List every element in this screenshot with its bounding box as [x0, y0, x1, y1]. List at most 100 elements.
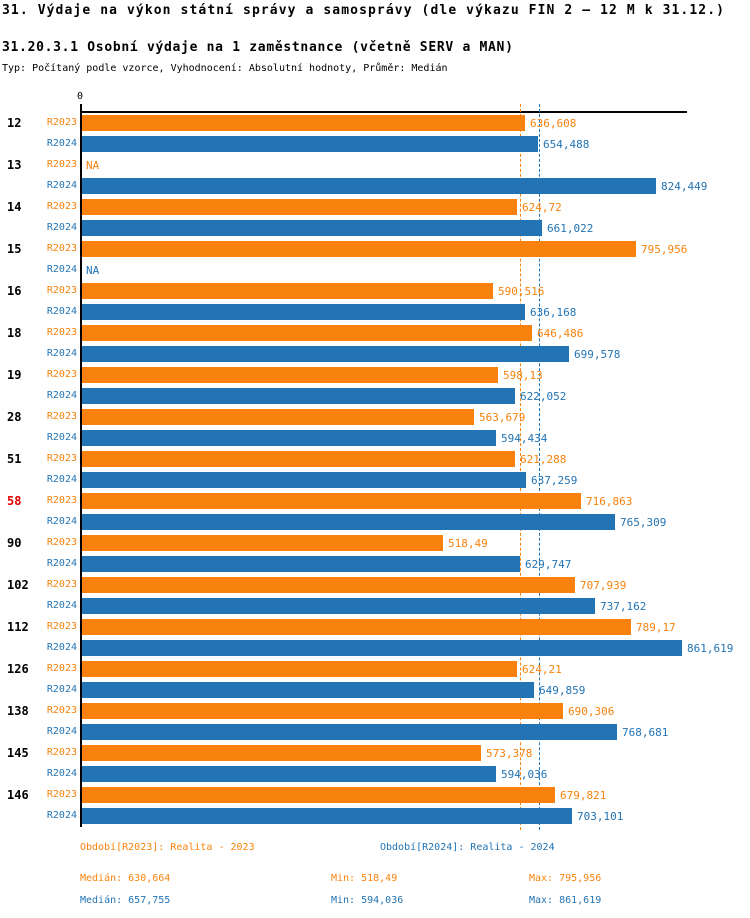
series-row-label-r2023-90: R2023 — [46, 537, 77, 548]
category-label-16: 16 — [7, 284, 22, 298]
bar-r2024-145 — [82, 766, 496, 782]
bar-value-label-r2023-112: 789,17 — [636, 621, 676, 634]
bar-r2024-18 — [82, 346, 569, 362]
series-row-label-r2023-138: R2023 — [46, 705, 77, 716]
bar-r2023-19 — [82, 367, 498, 383]
stat-r2023-max: Max: 795,956 — [529, 873, 602, 884]
bar-r2024-102 — [82, 598, 595, 614]
series-row-label-r2023-18: R2023 — [46, 327, 77, 338]
bar-r2023-12 — [82, 115, 525, 131]
bar-value-label-r2024-102: 737,162 — [600, 600, 647, 613]
bar-value-label-r2024-18: 699,578 — [574, 348, 621, 361]
bar-r2023-58 — [82, 493, 581, 509]
category-label-13: 13 — [7, 158, 22, 172]
series-row-label-r2023-58: R2023 — [46, 495, 77, 506]
category-label-14: 14 — [7, 200, 22, 214]
bar-r2024-16 — [82, 304, 525, 320]
series-row-label-r2024-112: R2024 — [46, 642, 77, 653]
bar-value-label-r2024-58: 765,309 — [620, 516, 667, 529]
stat-r2024-min: Min: 594,036 — [331, 895, 404, 906]
bar-r2023-112 — [82, 619, 631, 635]
bar-r2023-102 — [82, 577, 575, 593]
category-label-51: 51 — [7, 452, 22, 466]
bar-value-label-r2023-16: 590,516 — [498, 285, 545, 298]
bar-r2024-14 — [82, 220, 542, 236]
bar-value-label-r2023-12: 636,608 — [530, 117, 577, 130]
category-label-58: 58 — [7, 494, 22, 508]
series-row-label-r2023-12: R2023 — [46, 117, 77, 128]
bar-value-label-r2023-58: 716,863 — [586, 495, 633, 508]
series-row-label-r2023-126: R2023 — [46, 663, 77, 674]
series-row-label-r2024-14: R2024 — [46, 222, 77, 233]
bar-r2024-112 — [82, 640, 682, 656]
chart-title: 31.20.3.1 Osobní výdaje na 1 zaměstnance… — [2, 40, 514, 55]
bar-r2024-126 — [82, 682, 534, 698]
series-row-label-r2024-126: R2024 — [46, 684, 77, 695]
series-row-label-r2023-51: R2023 — [46, 453, 77, 464]
legend-r2023-period: Období[R2023]: Realita - 2023 — [80, 842, 255, 853]
series-row-label-r2023-15: R2023 — [46, 243, 77, 254]
legend-r2024-period: Období[R2024]: Realita - 2024 — [380, 842, 555, 853]
category-label-138: 138 — [7, 704, 29, 718]
bar-r2024-19 — [82, 388, 515, 404]
series-row-label-r2023-13: R2023 — [46, 159, 77, 170]
bar-r2023-14 — [82, 199, 517, 215]
bar-value-label-r2024-90: 629,747 — [525, 558, 572, 571]
series-row-label-r2023-14: R2023 — [46, 201, 77, 212]
bar-value-label-r2023-90: 518,49 — [448, 537, 488, 550]
bar-value-label-r2023-146: 679,821 — [560, 789, 607, 802]
bar-value-label-r2023-14: 624,72 — [522, 201, 562, 214]
series-row-label-r2024-51: R2024 — [46, 474, 77, 485]
bar-r2024-90 — [82, 556, 520, 572]
bar-r2024-13 — [82, 178, 656, 194]
series-row-label-r2024-145: R2024 — [46, 768, 77, 779]
bar-value-label-r2023-18: 646,486 — [537, 327, 584, 340]
median-line-r2023 — [520, 104, 521, 830]
x-axis-line — [80, 111, 687, 113]
series-row-label-r2024-19: R2024 — [46, 390, 77, 401]
bar-value-label-r2024-19: 622,052 — [520, 390, 567, 403]
bar-r2024-51 — [82, 472, 526, 488]
series-row-label-r2024-102: R2024 — [46, 600, 77, 611]
bar-value-label-r2024-138: 768,681 — [622, 726, 669, 739]
page-title: 31. Výdaje na výkon státní správy a samo… — [2, 3, 726, 18]
series-row-label-r2023-102: R2023 — [46, 579, 77, 590]
stat-r2024-median: Medián: 657,755 — [80, 895, 171, 906]
category-label-15: 15 — [7, 242, 22, 256]
bar-na-label-r2024-15: NA — [86, 264, 100, 277]
bar-value-label-r2024-126: 649,859 — [539, 684, 586, 697]
series-row-label-r2024-13: R2024 — [46, 180, 77, 191]
series-row-label-r2023-112: R2023 — [46, 621, 77, 632]
category-label-145: 145 — [7, 746, 29, 760]
category-label-146: 146 — [7, 788, 29, 802]
bar-value-label-r2024-13: 824,449 — [661, 180, 708, 193]
series-row-label-r2024-146: R2024 — [46, 810, 77, 821]
bar-r2023-18 — [82, 325, 532, 341]
bar-value-label-r2023-102: 707,939 — [580, 579, 627, 592]
bar-r2023-146 — [82, 787, 555, 803]
series-row-label-r2023-28: R2023 — [46, 411, 77, 422]
chart-meta-line: Typ: Počítaný podle vzorce, Vyhodnocení:… — [2, 63, 448, 74]
median-line-r2024 — [539, 104, 540, 830]
series-row-label-r2024-16: R2024 — [46, 306, 77, 317]
bar-value-label-r2023-15: 795,956 — [641, 243, 688, 256]
bar-r2024-138 — [82, 724, 617, 740]
category-label-28: 28 — [7, 410, 22, 424]
bar-r2024-12 — [82, 136, 538, 152]
bar-value-label-r2024-28: 594,434 — [501, 432, 548, 445]
x-axis-zero-label: 0 — [77, 91, 84, 102]
bar-value-label-r2023-19: 598,13 — [503, 369, 543, 382]
bar-r2023-145 — [82, 745, 481, 761]
category-label-12: 12 — [7, 116, 22, 130]
bar-value-label-r2023-28: 563,679 — [479, 411, 526, 424]
bar-value-label-r2024-12: 654,488 — [543, 138, 590, 151]
category-label-19: 19 — [7, 368, 22, 382]
series-row-label-r2024-28: R2024 — [46, 432, 77, 443]
bar-value-label-r2024-16: 636,168 — [530, 306, 577, 319]
bar-value-label-r2024-112: 861,619 — [687, 642, 734, 655]
series-row-label-r2023-145: R2023 — [46, 747, 77, 758]
bar-r2023-15 — [82, 241, 636, 257]
bar-r2023-90 — [82, 535, 443, 551]
stat-r2023-median: Medián: 630,664 — [80, 873, 171, 884]
bar-r2023-16 — [82, 283, 493, 299]
